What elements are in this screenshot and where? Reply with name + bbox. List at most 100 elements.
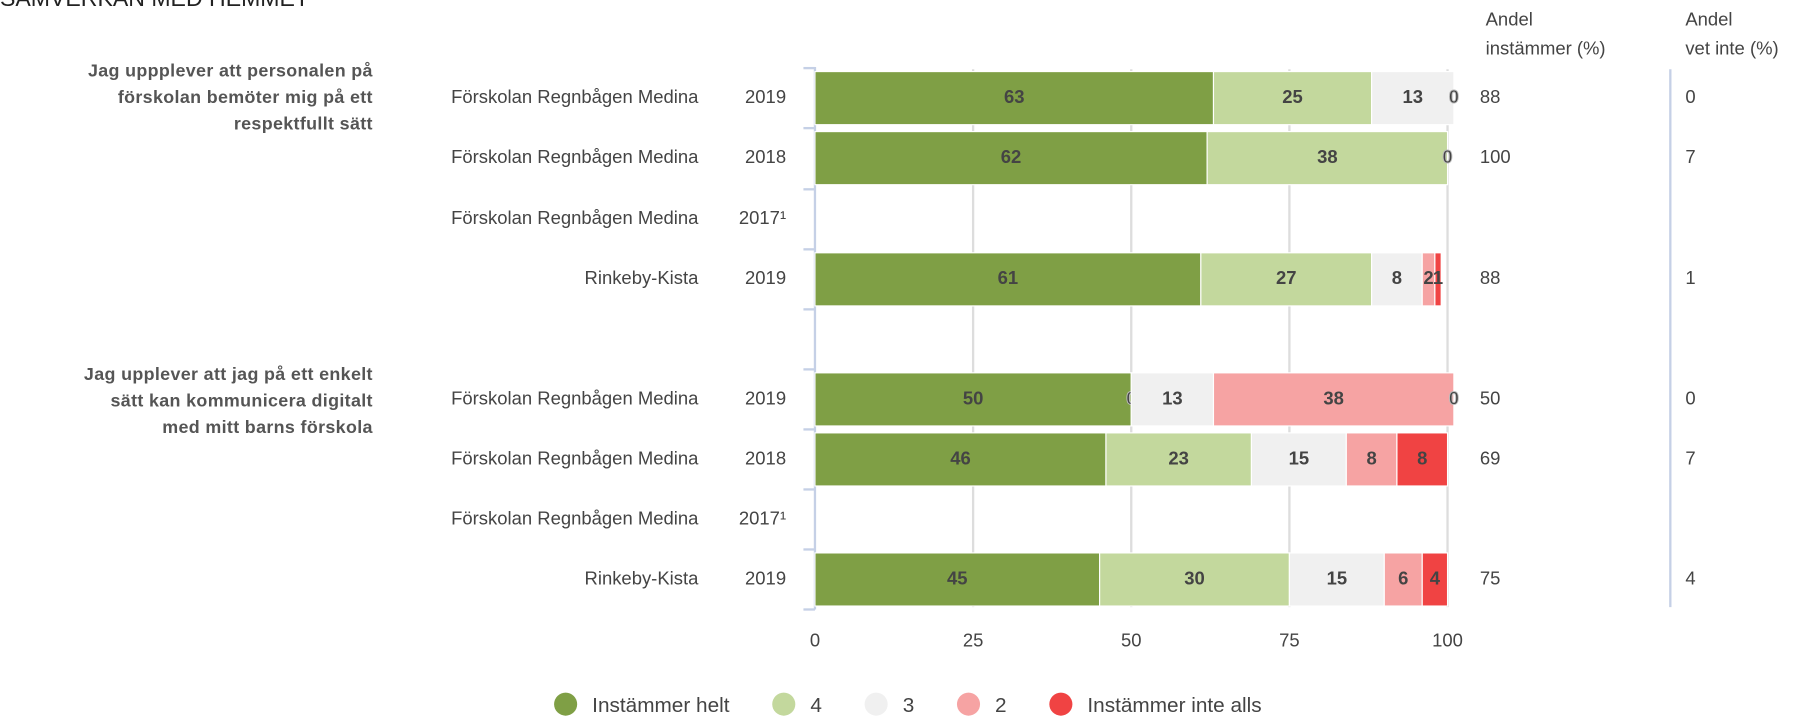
chart-title: SAMVERKAN MED HEMMET — [0, 0, 309, 11]
segment-label: 46 — [950, 447, 971, 468]
column-header: vet inte (%) — [1685, 38, 1778, 59]
legend-label: Instämmer helt — [592, 694, 730, 717]
question-label: förskolan bemöter mig på ett — [118, 87, 373, 107]
row-year: 2018 — [745, 146, 786, 167]
x-tick-label: 0 — [810, 630, 820, 651]
bar-segment — [1396, 432, 1449, 487]
bar-segment — [1250, 432, 1347, 487]
row-label: Förskolan Regnbågen Medina — [451, 86, 699, 107]
bar-segment — [814, 131, 1208, 186]
bar-segment — [1200, 252, 1373, 307]
column-value: 0 — [1685, 86, 1695, 107]
row-year: 2019 — [745, 567, 786, 588]
bar-segment — [1212, 70, 1373, 126]
bar-segment — [814, 432, 1107, 487]
column-value: 100 — [1480, 146, 1511, 167]
x-tick-label: 50 — [1121, 630, 1142, 651]
legend-item: 3 — [864, 692, 915, 717]
segment-label: 0 — [1449, 86, 1459, 107]
column-value: 7 — [1685, 146, 1695, 167]
row-label: Rinkeby-Kista — [585, 267, 700, 288]
bar-segment — [1345, 432, 1398, 487]
legend-label: 2 — [995, 694, 1007, 717]
column-value: 69 — [1480, 447, 1501, 468]
segment-label: 6 — [1398, 567, 1408, 588]
segment-label: 23 — [1168, 447, 1189, 468]
x-tick-label: 25 — [963, 630, 984, 651]
segment-label: 38 — [1323, 387, 1344, 408]
row-label: Förskolan Regnbågen Medina — [451, 507, 699, 528]
segment-label: 27 — [1276, 267, 1297, 288]
x-tick-label: 75 — [1279, 630, 1300, 651]
legend-swatch — [554, 692, 578, 716]
column-header: Andel — [1486, 9, 1533, 30]
legend-label: Instämmer inte alls — [1087, 694, 1261, 717]
column-value: 50 — [1480, 387, 1501, 408]
bar-segment — [1206, 131, 1449, 186]
segment-label: 8 — [1366, 447, 1376, 468]
bar-segment — [1099, 552, 1290, 607]
column-value: 0 — [1685, 387, 1695, 408]
segment-label: 45 — [947, 567, 968, 588]
column-value: 4 — [1685, 567, 1695, 588]
legend-swatch — [864, 692, 888, 716]
legend-item: 4 — [772, 692, 822, 717]
question-label: med mitt barns förskola — [162, 417, 373, 437]
segment-label: 8 — [1392, 267, 1402, 288]
row-year: 2017¹ — [739, 207, 786, 228]
legend-item: Instämmer helt — [554, 692, 730, 717]
bar-segment — [1383, 552, 1423, 607]
legend-swatch — [1049, 692, 1073, 716]
bar-segment — [1371, 70, 1455, 126]
row-label: Förskolan Regnbågen Medina — [451, 447, 699, 468]
segment-label: 8 — [1417, 447, 1427, 468]
segment-label: 15 — [1289, 447, 1310, 468]
bar-segment — [814, 252, 1202, 307]
segment-label: 15 — [1327, 567, 1348, 588]
legend-swatch — [956, 692, 981, 716]
column-value: 88 — [1480, 267, 1501, 288]
segment-label: 13 — [1162, 387, 1183, 408]
row-year: 2018 — [745, 447, 786, 468]
legend-label: 3 — [903, 694, 915, 717]
question-label: sätt kan kommunicera digitalt — [111, 390, 373, 410]
column-value: 88 — [1480, 86, 1501, 107]
legend-swatch — [772, 692, 796, 716]
bar-segment — [1434, 252, 1442, 307]
segment-label: 0 — [1449, 387, 1459, 408]
bar-segment — [814, 70, 1215, 126]
bar-segment — [814, 552, 1101, 607]
segment-label: 13 — [1402, 86, 1423, 107]
segment-label: 25 — [1282, 86, 1303, 107]
legend-label: 4 — [810, 694, 822, 717]
row-label: Förskolan Regnbågen Medina — [451, 207, 699, 228]
column-header: Andel — [1685, 9, 1732, 30]
segment-label: 62 — [1001, 146, 1022, 167]
row-year: 2017¹ — [739, 507, 786, 528]
x-tick-label: 100 — [1432, 630, 1463, 651]
question-label: respektfullt sätt — [234, 113, 373, 133]
bar-segment — [1371, 252, 1423, 307]
row-year: 2019 — [745, 387, 786, 408]
row-label: Rinkeby-Kista — [585, 567, 700, 588]
bar-segment — [1105, 432, 1253, 487]
row-year: 2019 — [745, 86, 786, 107]
segment-label: 50 — [963, 387, 984, 408]
column-header: instämmer (%) — [1486, 38, 1606, 59]
segment-label: 1 — [1433, 267, 1443, 288]
bar-segment — [1212, 372, 1455, 427]
legend-item: Instämmer inte alls — [1049, 692, 1262, 717]
question-label: Jag upplever att jag på ett enkelt — [84, 364, 373, 384]
question-label: Jag uppplever att personalen på — [88, 60, 373, 80]
segment-label: 4 — [1430, 567, 1441, 588]
segment-label: 63 — [1004, 86, 1025, 107]
segment-label: 30 — [1184, 567, 1205, 588]
column-value: 7 — [1685, 447, 1695, 468]
segment-label: 38 — [1317, 146, 1338, 167]
segment-label: 2 — [1423, 267, 1433, 288]
row-label: Förskolan Regnbågen Medina — [451, 387, 699, 408]
column-value: 75 — [1480, 567, 1501, 588]
bar-segment — [1421, 552, 1449, 607]
legend-item: 2 — [956, 692, 1007, 717]
